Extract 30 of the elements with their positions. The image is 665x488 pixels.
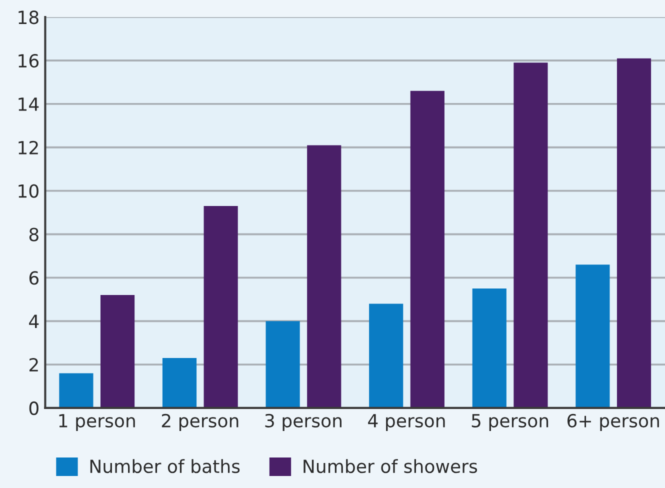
x-tick-label: 6+ person [567, 414, 659, 431]
x-tick-label: 4 person [368, 414, 445, 431]
bar [369, 304, 404, 408]
bar [162, 358, 197, 408]
y-tick-label: 6 [29, 271, 39, 285]
bar [59, 373, 94, 408]
y-tick-label: 4 [29, 314, 39, 328]
bar [472, 288, 506, 408]
bar [410, 90, 444, 408]
y-tick-label: 18 [18, 10, 38, 24]
bar [576, 264, 610, 408]
bar [514, 62, 548, 408]
y-tick-label: 2 [30, 358, 38, 372]
bar [616, 58, 652, 408]
y-tick-label: 12 [18, 140, 38, 154]
y-tick-label: 10 [18, 184, 38, 198]
legend-label: Number of baths [90, 459, 240, 474]
y-tick-label: 16 [18, 54, 39, 68]
y-tick-label: 0 [29, 401, 38, 416]
bar [266, 321, 300, 408]
y-tick-label: 8 [29, 228, 38, 242]
x-tick-label: 1 person [59, 414, 135, 431]
legend-label: Number of showers [304, 459, 478, 474]
bar [307, 145, 342, 408]
x-tick-label: 3 person [265, 414, 342, 431]
y-tick-label: 14 [18, 98, 39, 111]
bar [204, 206, 238, 408]
bar [100, 295, 135, 408]
x-tick-label: 2 person [162, 414, 238, 431]
x-tick-label: 5 person [472, 414, 548, 431]
